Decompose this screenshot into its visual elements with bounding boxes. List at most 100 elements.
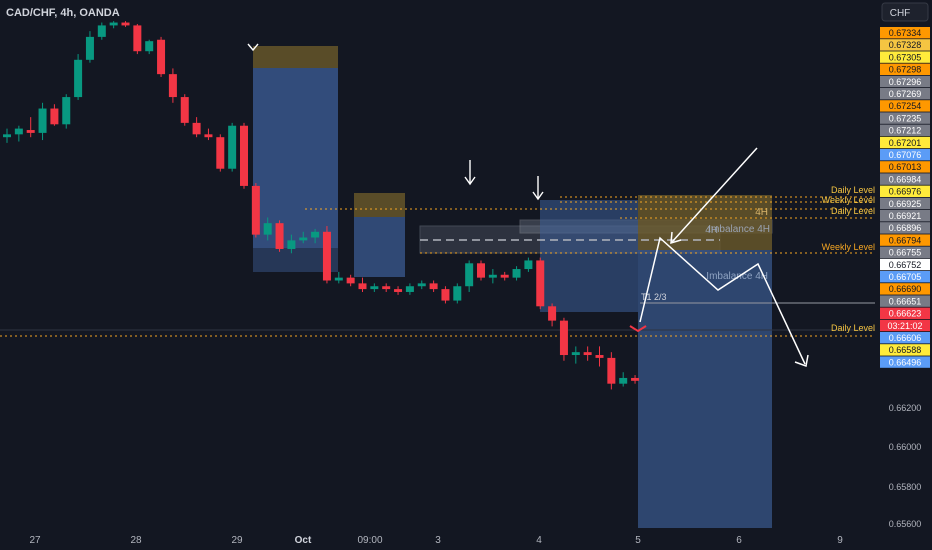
price-label-badge [880, 258, 930, 271]
price-label-badge [880, 234, 930, 246]
down-arrow-icon[interactable] [247, 43, 259, 52]
candles-layer [3, 21, 640, 390]
candle[interactable] [358, 283, 367, 290]
drawings-layer [247, 43, 809, 368]
candle[interactable] [85, 36, 94, 60]
candle[interactable] [394, 289, 403, 292]
price-label-badge [880, 149, 930, 161]
position4-target-zone[interactable] [638, 250, 772, 528]
projection-path[interactable] [639, 236, 806, 365]
candle[interactable] [524, 260, 533, 270]
candle[interactable] [263, 223, 272, 235]
candle[interactable] [477, 263, 485, 278]
candle[interactable] [287, 240, 296, 249]
candle[interactable] [583, 352, 592, 356]
candle[interactable] [536, 260, 545, 307]
candle[interactable] [465, 263, 474, 287]
price-label-text: 0.67269 [889, 89, 922, 99]
candle[interactable] [145, 41, 154, 52]
candle[interactable] [607, 357, 616, 384]
candle[interactable] [453, 286, 462, 301]
price-label-text: 0.66496 [889, 357, 922, 367]
price-label-badge [880, 75, 930, 88]
candle[interactable] [488, 274, 497, 278]
candle[interactable] [216, 137, 225, 169]
down-arrow-icon[interactable] [532, 191, 544, 201]
candle[interactable] [133, 25, 142, 52]
currency-button[interactable] [881, 2, 929, 22]
candle[interactable] [417, 283, 426, 287]
position2-stop-zone[interactable] [354, 193, 405, 217]
candle[interactable] [168, 74, 177, 98]
t1-label: T1 2/3 [641, 292, 667, 302]
price-label-text: 0.67013 [889, 162, 922, 172]
candle[interactable] [429, 283, 438, 290]
price-label-badge [880, 51, 930, 63]
position-target-zone[interactable] [253, 68, 338, 248]
candle[interactable] [74, 59, 83, 98]
candle[interactable] [50, 108, 59, 125]
y-tick-label: 0.65600 [889, 519, 922, 529]
daily-level-label-2: Daily Level [831, 206, 875, 216]
candle[interactable] [275, 223, 284, 249]
candle[interactable] [441, 289, 450, 301]
candle[interactable] [14, 128, 23, 135]
zones-layer [253, 46, 773, 528]
candle[interactable] [382, 286, 391, 290]
position4-stop-zone[interactable] [638, 195, 772, 250]
candle[interactable] [240, 125, 248, 186]
candle[interactable] [157, 39, 166, 75]
candle[interactable] [595, 355, 604, 358]
price-label-badge [880, 295, 930, 307]
price-label-badge [880, 344, 930, 356]
candle[interactable] [97, 25, 106, 37]
position-stop-zone[interactable] [253, 46, 338, 68]
candle[interactable] [204, 134, 213, 138]
candle[interactable] [311, 231, 320, 238]
price-label-text: 0.67212 [889, 126, 922, 136]
candle[interactable] [322, 231, 331, 281]
projection-arrow-head-icon [794, 354, 809, 368]
candle[interactable] [38, 108, 47, 133]
sell-marker-icon [629, 325, 647, 333]
candle[interactable] [26, 130, 35, 133]
candle[interactable] [299, 237, 308, 241]
candle[interactable] [512, 269, 521, 278]
price-label-text: 0.66921 [889, 211, 922, 221]
position2-target-zone[interactable] [354, 217, 405, 277]
candle[interactable] [346, 277, 355, 284]
candle[interactable] [62, 97, 71, 125]
candle[interactable] [370, 286, 379, 290]
price-label-text: 03:21:02 [887, 321, 922, 331]
candle[interactable] [192, 122, 201, 135]
price-label-text: 0.66752 [889, 260, 922, 270]
price-label-badge [880, 136, 930, 149]
candle[interactable] [228, 125, 237, 169]
price-label-text: 0.66651 [889, 296, 922, 306]
candle[interactable] [109, 22, 118, 26]
trend-arrow-line[interactable] [671, 147, 758, 243]
daily-level-label-1: Daily Level [831, 185, 875, 195]
price-label-text: 0.67076 [889, 150, 922, 160]
candle[interactable] [500, 274, 509, 278]
candle[interactable] [3, 134, 11, 138]
candle[interactable] [548, 306, 557, 321]
candle[interactable] [571, 352, 580, 356]
price-label-text: 0.67201 [889, 138, 922, 148]
price-label-badge [880, 185, 930, 197]
candle[interactable] [631, 377, 640, 381]
price-label-text: 0.66925 [889, 199, 922, 209]
down-arrow-icon[interactable] [464, 176, 476, 186]
candle[interactable] [559, 320, 568, 356]
candle[interactable] [121, 22, 130, 26]
candle[interactable] [334, 277, 343, 281]
candle[interactable] [251, 185, 260, 235]
candle[interactable] [180, 97, 189, 123]
price-label-text: 0.66984 [889, 174, 922, 184]
candle[interactable] [619, 377, 628, 384]
price-axis[interactable]: CHF 0.673340.673280.673050.672980.672960… [880, 0, 932, 550]
time-axis[interactable]: 27 28 29 Oct 09:00 3 4 5 6 9 [29, 535, 843, 546]
candle[interactable] [405, 286, 414, 292]
position3-zone[interactable] [540, 200, 638, 312]
